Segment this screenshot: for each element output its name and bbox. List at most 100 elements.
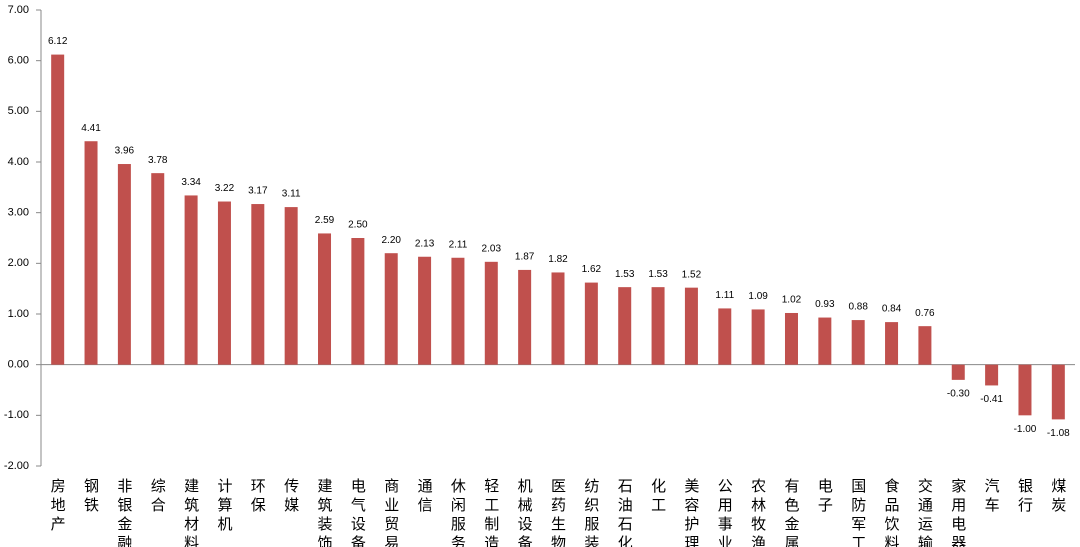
value-label: 0.84 [882, 304, 902, 315]
bar [318, 233, 332, 365]
value-label: 3.17 [248, 186, 268, 197]
x-tick-label: 综合 [149, 478, 167, 516]
bar [751, 309, 765, 365]
value-label: 0.93 [815, 299, 835, 310]
y-tick-label: -2.00 [4, 460, 29, 472]
x-tick-label: 医药生物 [549, 478, 567, 547]
value-label: 3.96 [115, 146, 135, 157]
bar [718, 308, 732, 365]
bar [851, 320, 865, 365]
value-label: 2.11 [449, 239, 468, 250]
y-tick-label: 3.00 [8, 207, 29, 219]
value-label: 1.82 [548, 254, 568, 265]
value-label: 3.78 [148, 155, 168, 166]
value-label: 1.53 [615, 269, 635, 280]
bar [818, 317, 832, 365]
bar [885, 322, 899, 365]
bar [351, 238, 365, 365]
bar [651, 287, 665, 365]
bar [284, 207, 298, 365]
bar [951, 364, 965, 380]
x-tick-label: 有色金属 [782, 478, 800, 547]
bar [184, 195, 198, 365]
bar [985, 364, 999, 386]
x-tick-label: 家用电器 [949, 478, 967, 547]
x-tick-label: 纺织服装 [582, 478, 600, 547]
x-tick-label: 国防军工 [849, 478, 867, 547]
bar [251, 204, 265, 365]
bar [51, 54, 65, 365]
bar [618, 287, 632, 365]
bar [384, 253, 398, 365]
bar [84, 141, 98, 365]
bar [784, 312, 798, 365]
bar [451, 257, 465, 365]
bar [518, 269, 532, 365]
x-tick-label: 房地产 [49, 478, 67, 535]
bar [217, 201, 231, 365]
x-tick-label: 休闲服务 [449, 478, 467, 547]
x-tick-label: 商业贸易 [382, 478, 400, 547]
x-tick-label: 环保 [249, 478, 267, 516]
x-tick-label: 建筑材料 [182, 478, 200, 547]
value-label: 4.41 [81, 123, 101, 134]
value-label: 1.02 [782, 295, 802, 306]
value-label: 2.59 [315, 215, 335, 226]
y-tick-label: 1.00 [8, 308, 29, 320]
y-tick-label: 0.00 [8, 359, 29, 371]
x-tick-label: 煤炭 [1049, 478, 1067, 516]
value-label: 1.52 [682, 269, 702, 280]
bar [1051, 364, 1065, 420]
value-label: 6.12 [48, 36, 68, 47]
value-label: -1.00 [1014, 424, 1037, 435]
value-label: 3.22 [215, 183, 235, 194]
x-tick-label: 机械设备 [516, 478, 534, 547]
y-tick-label: -1.00 [4, 409, 29, 421]
value-label: 2.03 [482, 243, 502, 254]
x-tick-label: 美容护理 [682, 478, 700, 547]
value-label: 3.34 [181, 177, 201, 188]
value-label: 1.53 [648, 269, 668, 280]
y-tick-label: 7.00 [8, 4, 29, 16]
bar [551, 272, 565, 365]
value-label: 1.09 [748, 291, 768, 302]
bar [918, 326, 932, 365]
x-tick-label: 农林牧渔 [749, 478, 767, 547]
value-label: 0.76 [915, 308, 935, 319]
y-tick-label: 6.00 [8, 55, 29, 67]
value-label: 1.87 [515, 252, 535, 263]
y-tick-label: 2.00 [8, 257, 29, 269]
x-tick-label: 银行 [1016, 478, 1034, 516]
x-tick-label: 化工 [649, 478, 667, 516]
x-tick-label: 汽车 [983, 478, 1001, 516]
x-tick-label: 石油石化 [616, 478, 634, 547]
x-tick-label: 通信 [416, 478, 434, 516]
x-tick-label: 电气设备 [349, 478, 367, 547]
x-tick-label: 非银金融 [115, 478, 133, 547]
bar [117, 164, 131, 365]
value-label: 1.62 [582, 264, 602, 275]
bar [418, 256, 432, 365]
x-tick-label: 传媒 [282, 478, 300, 516]
x-tick-label: 食品饮料 [883, 478, 901, 547]
value-label: -0.41 [980, 394, 1003, 405]
value-label: -1.08 [1047, 428, 1070, 439]
bar [484, 261, 498, 365]
value-label: 1.11 [715, 290, 734, 301]
y-tick-label: 4.00 [8, 156, 29, 168]
value-label: 2.13 [415, 238, 435, 249]
value-label: 2.20 [381, 235, 401, 246]
value-label: -0.30 [947, 389, 970, 400]
value-label: 2.50 [348, 220, 368, 231]
bar [151, 173, 165, 365]
value-label: 3.11 [282, 189, 301, 200]
x-tick-label: 轻工制造 [482, 478, 500, 547]
y-tick-label: 5.00 [8, 105, 29, 117]
bar [584, 282, 598, 365]
bar [1018, 364, 1032, 416]
value-label: 0.88 [848, 302, 868, 313]
x-tick-label: 建筑装饰 [316, 478, 334, 547]
x-tick-label: 钢铁 [82, 478, 100, 516]
x-tick-label: 交通运输 [916, 477, 934, 547]
